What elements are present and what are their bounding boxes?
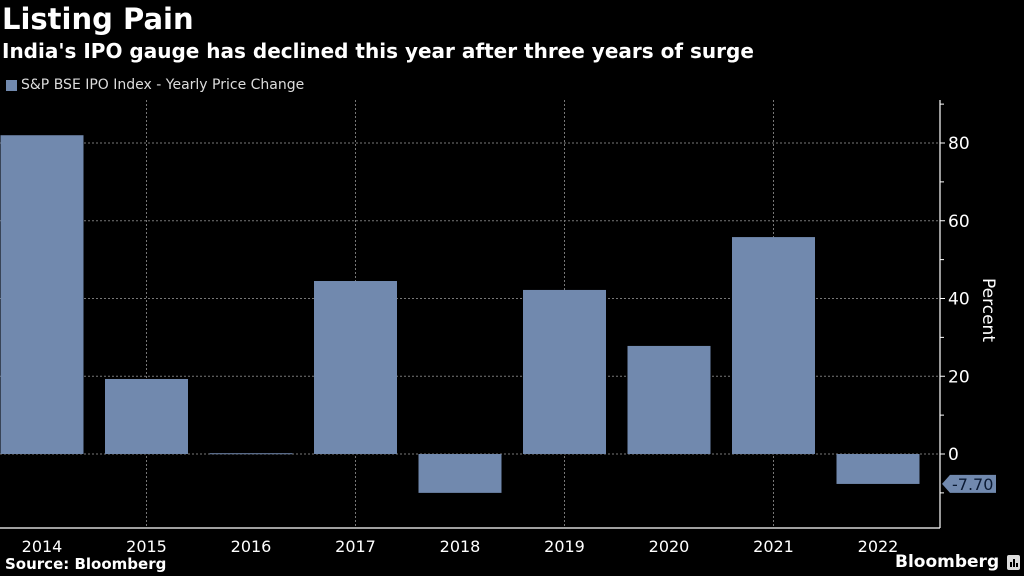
last-value-text: -7.70 — [952, 475, 993, 494]
legend-swatch — [6, 79, 17, 91]
x-tick-label: 2015 — [126, 537, 167, 556]
x-tick-label: 2017 — [335, 537, 376, 556]
last-value-label: -7.70 — [942, 474, 996, 494]
brand-name: Bloomberg — [895, 552, 1000, 572]
x-tick-label: 2016 — [231, 537, 272, 556]
y-tick-label: 80 — [948, 134, 970, 154]
bar-2016 — [209, 453, 293, 455]
x-tick-label: 2018 — [440, 537, 481, 556]
x-tick-label: 2019 — [544, 537, 585, 556]
bloomberg-chart-icon — [1007, 554, 1021, 570]
y-tick-label: 60 — [948, 212, 970, 232]
y-tick-label: 20 — [948, 367, 970, 387]
y-tick-label: 0 — [948, 445, 959, 465]
legend: S&P BSE IPO Index - Yearly Price Change — [6, 77, 304, 93]
tick-labels: 0 20 40 60 80 2014 2015 2016 2017 2018 2019 2020 202… — [22, 134, 996, 556]
brand-logo: Bloomberg — [895, 552, 1021, 572]
y-tick-label: 40 — [948, 290, 970, 310]
x-tick-label: 2022 — [858, 537, 899, 556]
chart-subtitle: India's IPO gauge has declined this year… — [2, 39, 754, 63]
bar-2019 — [523, 289, 606, 454]
bar-2021 — [732, 237, 815, 454]
x-tick-label: 2014 — [22, 537, 63, 556]
bar-2017 — [314, 281, 397, 454]
x-tick-label: 2021 — [753, 537, 794, 556]
chart-title: Listing Pain — [2, 2, 194, 36]
source-note: Source: Bloomberg — [5, 555, 167, 573]
bars — [0, 135, 920, 493]
last-value-box — [942, 474, 996, 493]
legend-label: S&P BSE IPO Index - Yearly Price Change — [21, 77, 305, 93]
bar-2014 — [0, 135, 84, 454]
bar-2018 — [418, 454, 502, 493]
bar-2015 — [105, 378, 188, 454]
bar-2022 — [836, 454, 920, 484]
x-tick-label: 2020 — [649, 537, 690, 556]
bar-2020 — [627, 345, 711, 454]
y-axis-label: Percent — [978, 278, 998, 342]
axes — [0, 100, 945, 529]
